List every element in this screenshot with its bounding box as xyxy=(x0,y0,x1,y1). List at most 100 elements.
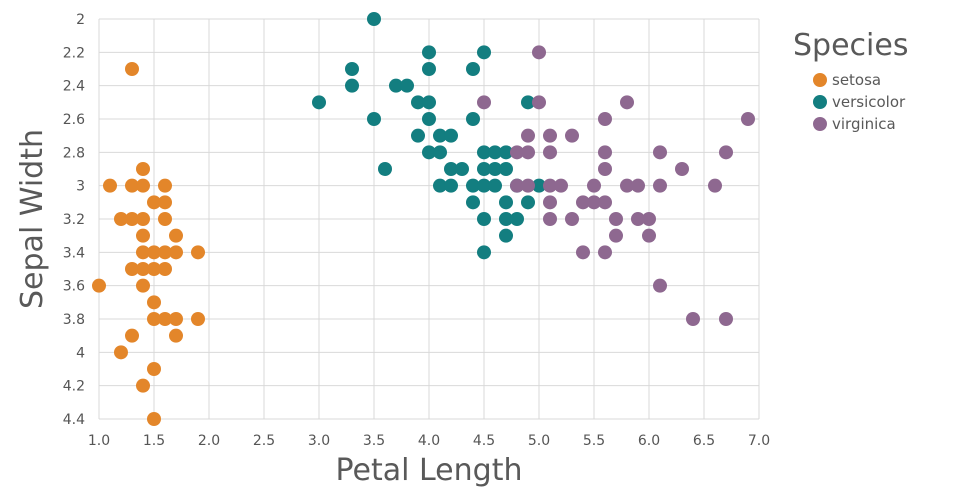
point-versicolor xyxy=(499,145,513,160)
legend-label-versicolor: versicolor xyxy=(832,93,906,111)
point-virginica xyxy=(708,178,722,193)
point-versicolor xyxy=(455,162,469,176)
point-versicolor xyxy=(488,178,502,193)
series-virginica xyxy=(477,45,755,326)
point-setosa xyxy=(191,245,205,260)
point-setosa xyxy=(158,212,172,226)
point-virginica xyxy=(609,228,623,243)
point-virginica xyxy=(620,178,634,193)
point-versicolor xyxy=(444,162,458,176)
x-axis-title: Petal Length xyxy=(336,453,523,488)
point-virginica xyxy=(653,178,667,193)
point-versicolor xyxy=(433,145,447,160)
point-virginica xyxy=(565,128,579,143)
point-versicolor xyxy=(411,95,425,110)
point-setosa xyxy=(147,312,161,326)
x-tick-label: 7.0 xyxy=(748,433,770,449)
legend-title: Species xyxy=(793,28,908,63)
x-tick-label: 4.5 xyxy=(473,433,495,449)
point-setosa xyxy=(125,262,139,276)
legend: Species setosa versicolor virginica xyxy=(793,28,908,133)
point-setosa xyxy=(136,278,150,293)
legend-marker-virginica xyxy=(813,117,827,131)
point-virginica xyxy=(719,312,733,326)
y-tick-label: 3.2 xyxy=(63,212,85,228)
point-virginica xyxy=(576,245,590,260)
point-virginica xyxy=(543,195,557,210)
point-versicolor xyxy=(400,78,414,93)
point-virginica xyxy=(598,245,612,260)
x-tick-label: 3.0 xyxy=(308,433,330,449)
point-versicolor xyxy=(378,162,392,176)
point-setosa xyxy=(136,245,150,260)
series-versicolor xyxy=(312,12,546,260)
point-versicolor xyxy=(389,78,403,93)
point-virginica xyxy=(587,195,601,210)
point-virginica xyxy=(510,178,524,193)
point-versicolor xyxy=(367,112,381,126)
point-versicolor xyxy=(499,162,513,176)
point-virginica xyxy=(587,178,601,193)
y-tick-label: 4 xyxy=(76,345,85,361)
x-tick-label: 1.5 xyxy=(143,433,165,449)
point-setosa xyxy=(169,328,183,343)
point-versicolor xyxy=(444,178,458,193)
point-virginica xyxy=(543,145,557,160)
y-tick-labels: 2 2.2 2.4 2.6 2.8 3 3.2 3.4 3.6 3.8 4 4.2 4.4 xyxy=(63,12,85,428)
point-versicolor xyxy=(477,178,491,193)
point-virginica xyxy=(598,112,612,126)
point-setosa xyxy=(158,312,172,326)
y-tick-label: 2.8 xyxy=(63,145,85,161)
point-versicolor xyxy=(488,145,502,160)
point-versicolor xyxy=(499,228,513,243)
point-versicolor xyxy=(521,95,535,110)
x-tick-label: 1.0 xyxy=(88,433,110,449)
point-versicolor xyxy=(466,62,480,76)
point-virginica xyxy=(609,212,623,226)
point-virginica xyxy=(598,162,612,176)
point-setosa xyxy=(158,178,172,193)
point-versicolor xyxy=(433,128,447,143)
point-versicolor xyxy=(510,212,524,226)
point-setosa xyxy=(147,295,161,310)
point-virginica xyxy=(598,195,612,210)
point-versicolor xyxy=(532,178,546,193)
point-setosa xyxy=(147,412,161,426)
data-points xyxy=(92,12,755,426)
point-setosa xyxy=(136,262,150,276)
point-versicolor xyxy=(433,178,447,193)
x-tick-label: 2.5 xyxy=(253,433,275,449)
grid-lines xyxy=(98,18,760,420)
point-virginica xyxy=(543,128,557,143)
point-versicolor xyxy=(345,78,359,93)
legend-label-virginica: virginica xyxy=(832,115,896,133)
y-tick-label: 2 xyxy=(76,12,85,28)
point-virginica xyxy=(620,95,634,110)
point-virginica xyxy=(675,162,689,176)
point-virginica xyxy=(554,178,568,193)
point-virginica xyxy=(653,145,667,160)
point-versicolor xyxy=(488,162,502,176)
y-tick-label: 4.4 xyxy=(63,412,85,428)
legend-label-setosa: setosa xyxy=(832,71,881,89)
legend-marker-versicolor xyxy=(813,95,827,109)
x-tick-label: 4.0 xyxy=(418,433,440,449)
point-setosa xyxy=(147,195,161,210)
x-tick-labels: 1.0 1.5 2.0 2.5 3.0 3.5 4.0 4.5 5.0 5.5 6.0 6.5 7.0 xyxy=(88,433,770,449)
point-versicolor xyxy=(499,195,513,210)
point-versicolor xyxy=(521,195,535,210)
point-setosa xyxy=(147,262,161,276)
point-setosa xyxy=(158,262,172,276)
point-virginica xyxy=(543,212,557,226)
point-setosa xyxy=(136,178,150,193)
point-virginica xyxy=(631,178,645,193)
point-setosa xyxy=(169,312,183,326)
point-versicolor xyxy=(422,145,436,160)
point-virginica xyxy=(543,178,557,193)
point-setosa xyxy=(158,245,172,260)
point-versicolor xyxy=(422,112,436,126)
point-virginica xyxy=(642,212,656,226)
point-setosa xyxy=(125,62,139,76)
